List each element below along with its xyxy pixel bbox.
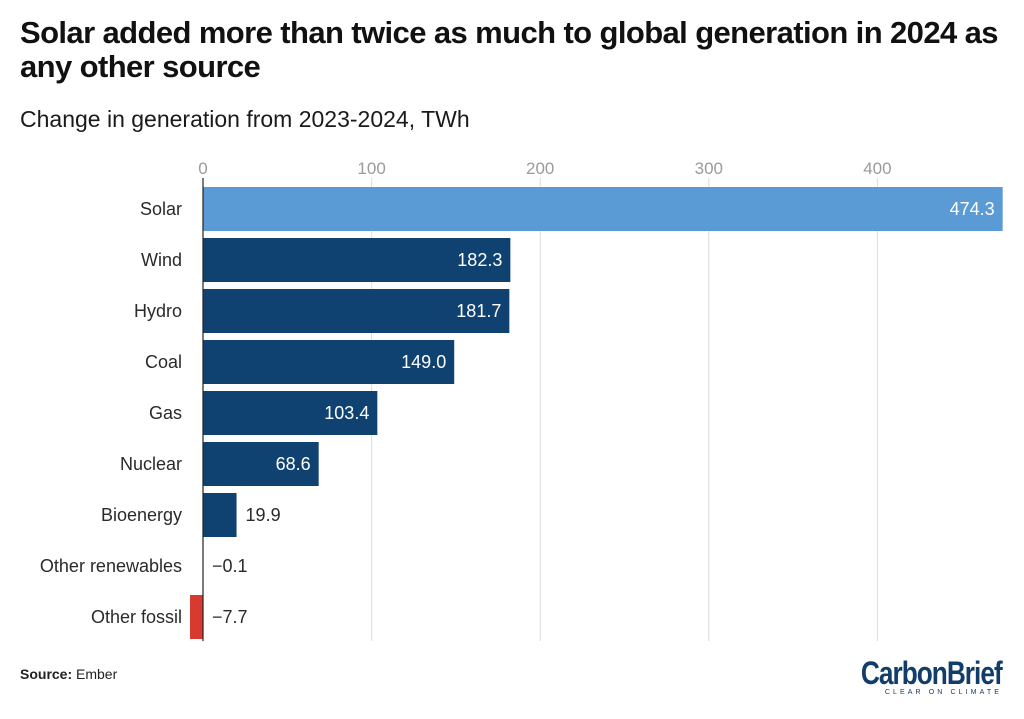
x-tick-label: 200 <box>526 159 554 178</box>
category-label: Nuclear <box>120 454 182 474</box>
category-label: Other renewables <box>40 556 182 576</box>
bar-wind <box>203 238 511 282</box>
category-label: Wind <box>141 250 182 270</box>
category-label: Coal <box>145 352 182 372</box>
category-label: Gas <box>149 403 182 423</box>
source-note: Source: Ember <box>20 666 117 682</box>
chart-subtitle: Change in generation from 2023-2024, TWh <box>20 106 470 132</box>
data-label: 68.6 <box>276 454 311 474</box>
bar-hydro <box>203 289 510 333</box>
data-label: 103.4 <box>324 403 369 423</box>
data-label: 19.9 <box>246 505 281 525</box>
x-tick-label: 100 <box>357 159 385 178</box>
data-label: 182.3 <box>457 250 502 270</box>
x-tick-label: 0 <box>198 159 207 178</box>
category-label: Other fossil <box>91 607 182 627</box>
source-value: Ember <box>76 666 118 682</box>
source-label: Source: <box>20 666 73 682</box>
category-label: Solar <box>140 199 182 219</box>
carbonbrief-logo: CarbonBrief CLEAR ON CLIMATE <box>830 655 1003 696</box>
bar-chart: 0 100 200 300 400 Solar 474.3 Wind 182.3 Hydro 181… <box>40 159 1003 641</box>
logo-wordmark: CarbonBrief <box>861 655 1003 691</box>
bar-solar <box>203 187 1003 231</box>
chart-title: Solar added more than twice as much to g… <box>20 15 999 84</box>
x-tick-label: 300 <box>695 159 723 178</box>
data-label: −7.7 <box>212 607 248 627</box>
x-tick-label: 400 <box>863 159 891 178</box>
logo-tagline: CLEAR ON CLIMATE <box>884 689 1002 696</box>
bar-other-fossil <box>190 595 203 639</box>
bar-gas <box>203 391 378 435</box>
category-label: Hydro <box>134 301 182 321</box>
category-label: Bioenergy <box>101 505 182 525</box>
data-label: 181.7 <box>456 301 501 321</box>
data-label: 474.3 <box>950 199 995 219</box>
bar-bioenergy <box>203 493 237 537</box>
data-label: 149.0 <box>401 352 446 372</box>
bar-nuclear <box>203 442 319 486</box>
data-label: −0.1 <box>212 556 248 576</box>
bar-coal <box>203 340 455 384</box>
